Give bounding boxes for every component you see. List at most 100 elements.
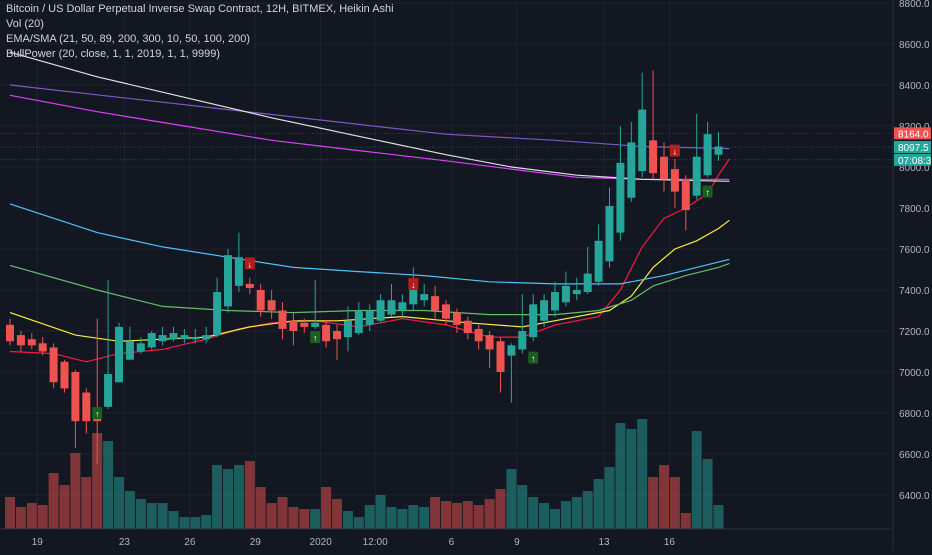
legend-volume[interactable]: Vol (20): [6, 18, 44, 30]
volume-bar: [441, 501, 451, 529]
volume-bar: [451, 503, 462, 529]
volume-bar: [528, 497, 539, 529]
candle-body: [104, 374, 113, 407]
x-tick-label: 9: [514, 537, 520, 548]
candle-body: [191, 337, 200, 340]
y-tick-label: 7600.0: [899, 245, 930, 256]
volume-bar: [212, 465, 223, 529]
volume-bar: [124, 491, 135, 529]
volume-bar: [604, 467, 615, 529]
volume-bar: [92, 433, 103, 529]
candle-body: [649, 140, 658, 174]
candles: [6, 70, 723, 465]
candle-body: [583, 273, 592, 293]
signal-up-badge: [92, 407, 103, 419]
candle-body: [354, 310, 363, 334]
ma-line: [9, 158, 730, 363]
candle-body: [136, 343, 145, 352]
volume-bar: [114, 477, 124, 529]
chart-title: Bitcoin / US Dollar Perpetual Inverse Sw…: [6, 3, 394, 15]
candle-body: [616, 162, 625, 233]
signal-up-badge: [528, 351, 539, 364]
volume-bar: [5, 497, 15, 529]
volume-bar: [386, 507, 397, 529]
candle-body: [300, 322, 309, 327]
arrow-up-icon: ↑: [705, 188, 710, 198]
volume-bar: [462, 501, 473, 529]
volume-bar: [146, 503, 157, 529]
candle-body: [605, 205, 614, 262]
volume-bar: [430, 497, 441, 529]
candle-body: [234, 257, 243, 286]
arrow-up-icon: ↑: [313, 333, 318, 343]
candle-body: [496, 341, 505, 372]
signal-up-badge: [702, 185, 713, 198]
x-tick-label: 26: [184, 537, 196, 548]
candle-body: [572, 290, 581, 295]
candle-body: [376, 300, 385, 321]
volume-bar: [244, 461, 255, 529]
legend-ema-sma[interactable]: EMA/SMA (21, 50, 89, 200, 300, 10, 50, 1…: [6, 33, 250, 45]
candle-body: [125, 341, 134, 360]
volume-bar: [332, 499, 342, 529]
volume-bar: [364, 505, 375, 529]
candle-body: [115, 326, 123, 383]
volume-bar: [255, 487, 266, 529]
volume-bar: [626, 429, 637, 529]
volume-bar: [223, 469, 233, 529]
candle-body: [147, 333, 156, 348]
candle-body: [16, 335, 25, 346]
candle-body: [158, 335, 167, 342]
volume-bar: [397, 509, 408, 529]
volume-bar: [70, 453, 81, 529]
volume-bar: [59, 485, 70, 529]
volume-bar: [560, 501, 571, 529]
candle-body: [311, 322, 320, 327]
volume-bar: [615, 423, 626, 529]
candle-body: [256, 290, 265, 311]
volume-bar: [15, 507, 26, 529]
candle-body: [169, 333, 178, 340]
price-label-bg: [894, 153, 931, 166]
candle-body: [692, 156, 701, 196]
candle-body: [213, 292, 222, 336]
volume-bar: [201, 515, 212, 529]
candle-body: [60, 361, 69, 389]
volume-bar: [713, 505, 724, 529]
volume-bar: [81, 477, 92, 529]
candle-body: [627, 142, 636, 198]
volume-bar: [190, 517, 201, 529]
arrow-down-icon: ↓: [248, 259, 253, 269]
y-tick-label: 8800.0: [899, 0, 930, 10]
volume-bar: [484, 499, 495, 529]
x-tick-label: 13: [598, 537, 610, 548]
arrow-down-icon: ↓: [411, 280, 416, 290]
volume-bar: [342, 511, 353, 529]
candle-body: [442, 304, 450, 319]
candle-body: [452, 312, 461, 325]
volume-bar: [702, 459, 713, 529]
volume-bar: [495, 489, 506, 529]
volume-bar: [277, 497, 288, 529]
legend-bullpower[interactable]: BullPower (20, close, 1, 1, 2019, 1, 1, …: [6, 48, 221, 60]
candle-body: [71, 372, 80, 422]
x-tick-label: 12:00: [363, 537, 388, 548]
volume-bar: [408, 505, 419, 529]
volume-bar: [157, 503, 168, 529]
signal-down-badge: [669, 144, 680, 157]
volume-bar: [571, 497, 582, 529]
candle-body: [670, 169, 679, 192]
y-tick-label: 6800.0: [899, 409, 930, 420]
arrow-down-icon: ↓: [673, 147, 678, 157]
price-axis-bg: [893, 0, 932, 550]
volume-bar: [179, 517, 190, 529]
volume-bar: [659, 465, 669, 529]
candle-body: [267, 300, 276, 311]
candle-body: [245, 283, 254, 288]
y-tick-label: 6600.0: [899, 450, 930, 461]
x-tick-label: 29: [250, 537, 262, 548]
volume-bar: [419, 507, 430, 529]
